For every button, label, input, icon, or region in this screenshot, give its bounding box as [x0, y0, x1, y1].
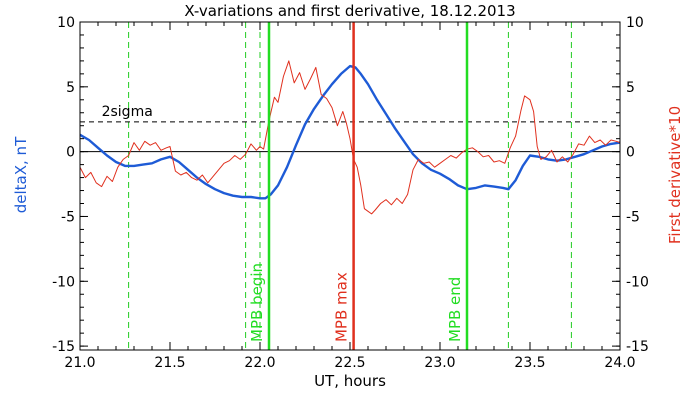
y-left-tick-label: -5 [61, 209, 75, 225]
deltax-series-line [79, 64, 621, 200]
derivative-series-line [79, 60, 621, 215]
y-right-tick-label: -10 [626, 274, 649, 290]
x-tick-label: 23.0 [424, 355, 455, 371]
sigma-label: 2sigma [102, 104, 153, 120]
chart-title: X-variations and first derivative, 18.12… [184, 2, 516, 20]
y-right-tick-label: -15 [626, 339, 649, 355]
x-tick-label: 24.0 [604, 355, 635, 371]
marker-label-0: MPB begin [248, 263, 266, 342]
x-axis-label: UT, hours [314, 372, 386, 390]
marker-label-1: MPB max [333, 272, 351, 342]
x-tick-label: 21.5 [154, 355, 185, 371]
y-left-tick-label: 0 [66, 145, 75, 161]
y-right-tick-label: 5 [626, 80, 635, 96]
x-tick-label: 21.0 [64, 355, 95, 371]
y-left-tick-label: 10 [57, 15, 75, 31]
y-left-tick-label: -10 [52, 274, 75, 290]
y-right-tick-label: -5 [626, 209, 640, 225]
y-left-tick-label: 5 [66, 80, 75, 96]
x-tick-label: 22.0 [244, 355, 275, 371]
x-tick-label: 22.5 [334, 355, 365, 371]
y-right-tick-label: 10 [626, 15, 644, 31]
y-left-tick-label: -15 [52, 339, 75, 355]
y-right-tick-label: 0 [626, 145, 635, 161]
marker-label-2: MPB end [446, 277, 464, 342]
x-tick-label: 23.5 [514, 355, 545, 371]
